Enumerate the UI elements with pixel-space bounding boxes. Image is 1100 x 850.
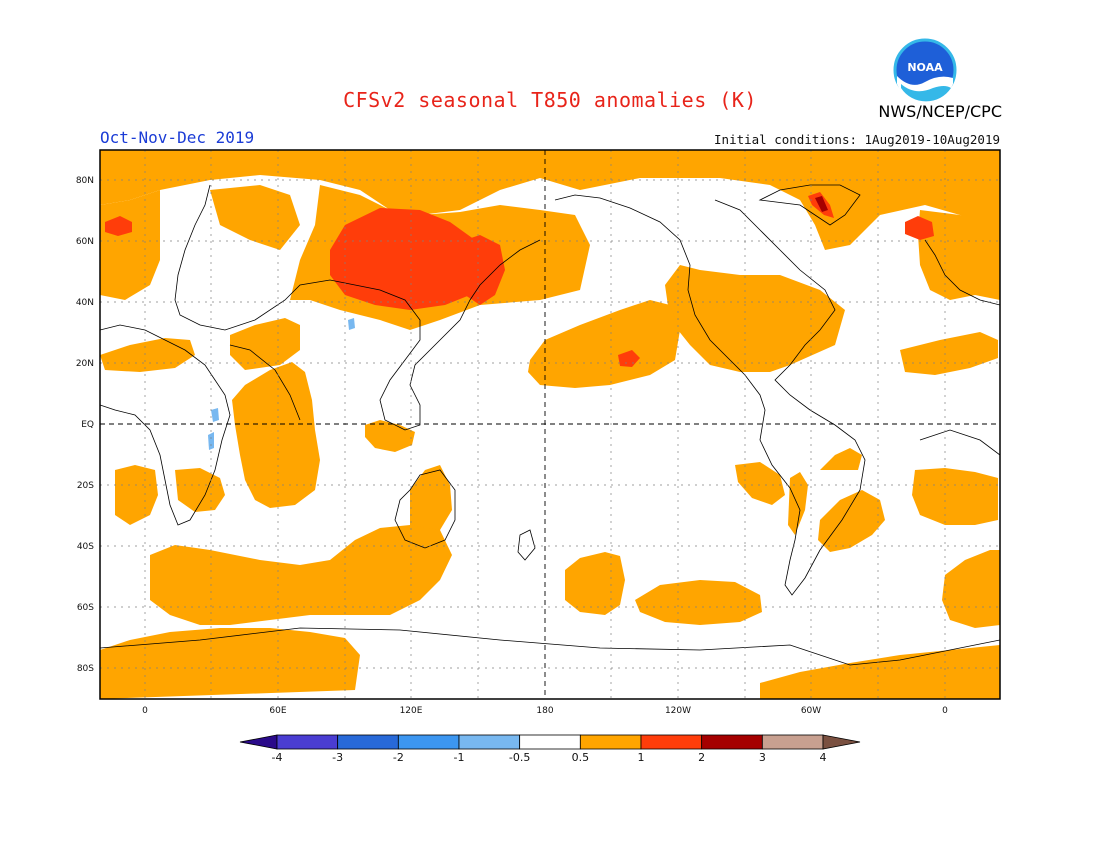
coastlines — [100, 184, 1000, 666]
initial-conditions-label: Initial conditions: 1Aug2019-10Aug2019 — [714, 132, 1000, 147]
colorbar-tick-label: -2 — [393, 751, 404, 764]
lon-label-0-right: 0 — [942, 706, 948, 716]
map-frame — [99, 149, 1001, 700]
colorbar-segment-1 — [276, 734, 339, 750]
colorbar-segment-2 — [337, 734, 399, 750]
lon-label-120e: 120E — [400, 706, 423, 716]
colorbar-tick-label: 0.5 — [572, 751, 590, 764]
strong-warm-anomaly-regions — [105, 192, 934, 367]
colorbar-segment-3 — [397, 734, 460, 750]
lat-label-60s: 60S — [77, 603, 94, 613]
lat-label-80s: 80S — [77, 664, 94, 674]
colorbar-tick-label: 3 — [759, 751, 766, 764]
anomaly-fields — [100, 150, 1000, 699]
very-strong-warm-anomaly-regions — [815, 196, 828, 212]
chart-title: CFSv2 seasonal T850 anomalies (K) — [343, 88, 757, 112]
lat-label-20s: 20S — [77, 481, 94, 491]
noaa-logo: NOAA — [893, 38, 957, 106]
lon-label-120w: 120W — [665, 706, 691, 716]
colorbar-tick-label: -4 — [272, 751, 283, 764]
colorbar-segment-7 — [640, 734, 703, 750]
lon-label-0-left: 0 — [142, 706, 148, 716]
colorbar-segment-5 — [519, 734, 581, 750]
colorbar-segment-9 — [761, 734, 824, 750]
colorbar-tick-label: -1 — [454, 751, 465, 764]
colorbar-tick-label: 1 — [638, 751, 645, 764]
lon-gridlines — [144, 150, 946, 699]
lat-label-40s: 40S — [77, 542, 94, 552]
logo-text: NOAA — [907, 61, 943, 74]
cool-anomaly-regions — [208, 318, 355, 450]
lat-label-80n: 80N — [76, 176, 94, 186]
lat-label-eq: EQ — [81, 420, 94, 430]
colorbar-segment-6 — [579, 734, 642, 750]
colorbar-segment-0 — [239, 734, 278, 750]
colorbar-segment-10 — [822, 734, 861, 750]
lat-labels: 80N 60N 40N 20N EQ 20S 40S 60S 80S — [76, 176, 94, 674]
lat-label-20n: 20N — [76, 359, 94, 369]
colorbar-tick-label: 4 — [820, 751, 827, 764]
agency-label: NWS/NCEP/CPC — [878, 102, 1002, 121]
colorbar-segment-8 — [701, 734, 763, 750]
lon-labels: 0 60E 120E 180 120W 60W 0 — [142, 706, 948, 716]
lon-label-180: 180 — [536, 706, 553, 716]
lat-label-40n: 40N — [76, 298, 94, 308]
lat-gridlines — [100, 179, 1000, 669]
lon-label-60e: 60E — [269, 706, 286, 716]
colorbar-tick-label: -0.5 — [509, 751, 530, 764]
colorbar: -4 -3 -2 -1 -0.5 0.5 1 2 3 4 — [239, 734, 861, 764]
colorbar-segment-4 — [458, 734, 521, 750]
lon-label-60w: 60W — [801, 706, 821, 716]
colorbar-tick-label: 2 — [698, 751, 705, 764]
season-label: Oct-Nov-Dec 2019 — [100, 128, 255, 147]
colorbar-tick-label: -3 — [332, 751, 343, 764]
lat-label-60n: 60N — [76, 237, 94, 247]
